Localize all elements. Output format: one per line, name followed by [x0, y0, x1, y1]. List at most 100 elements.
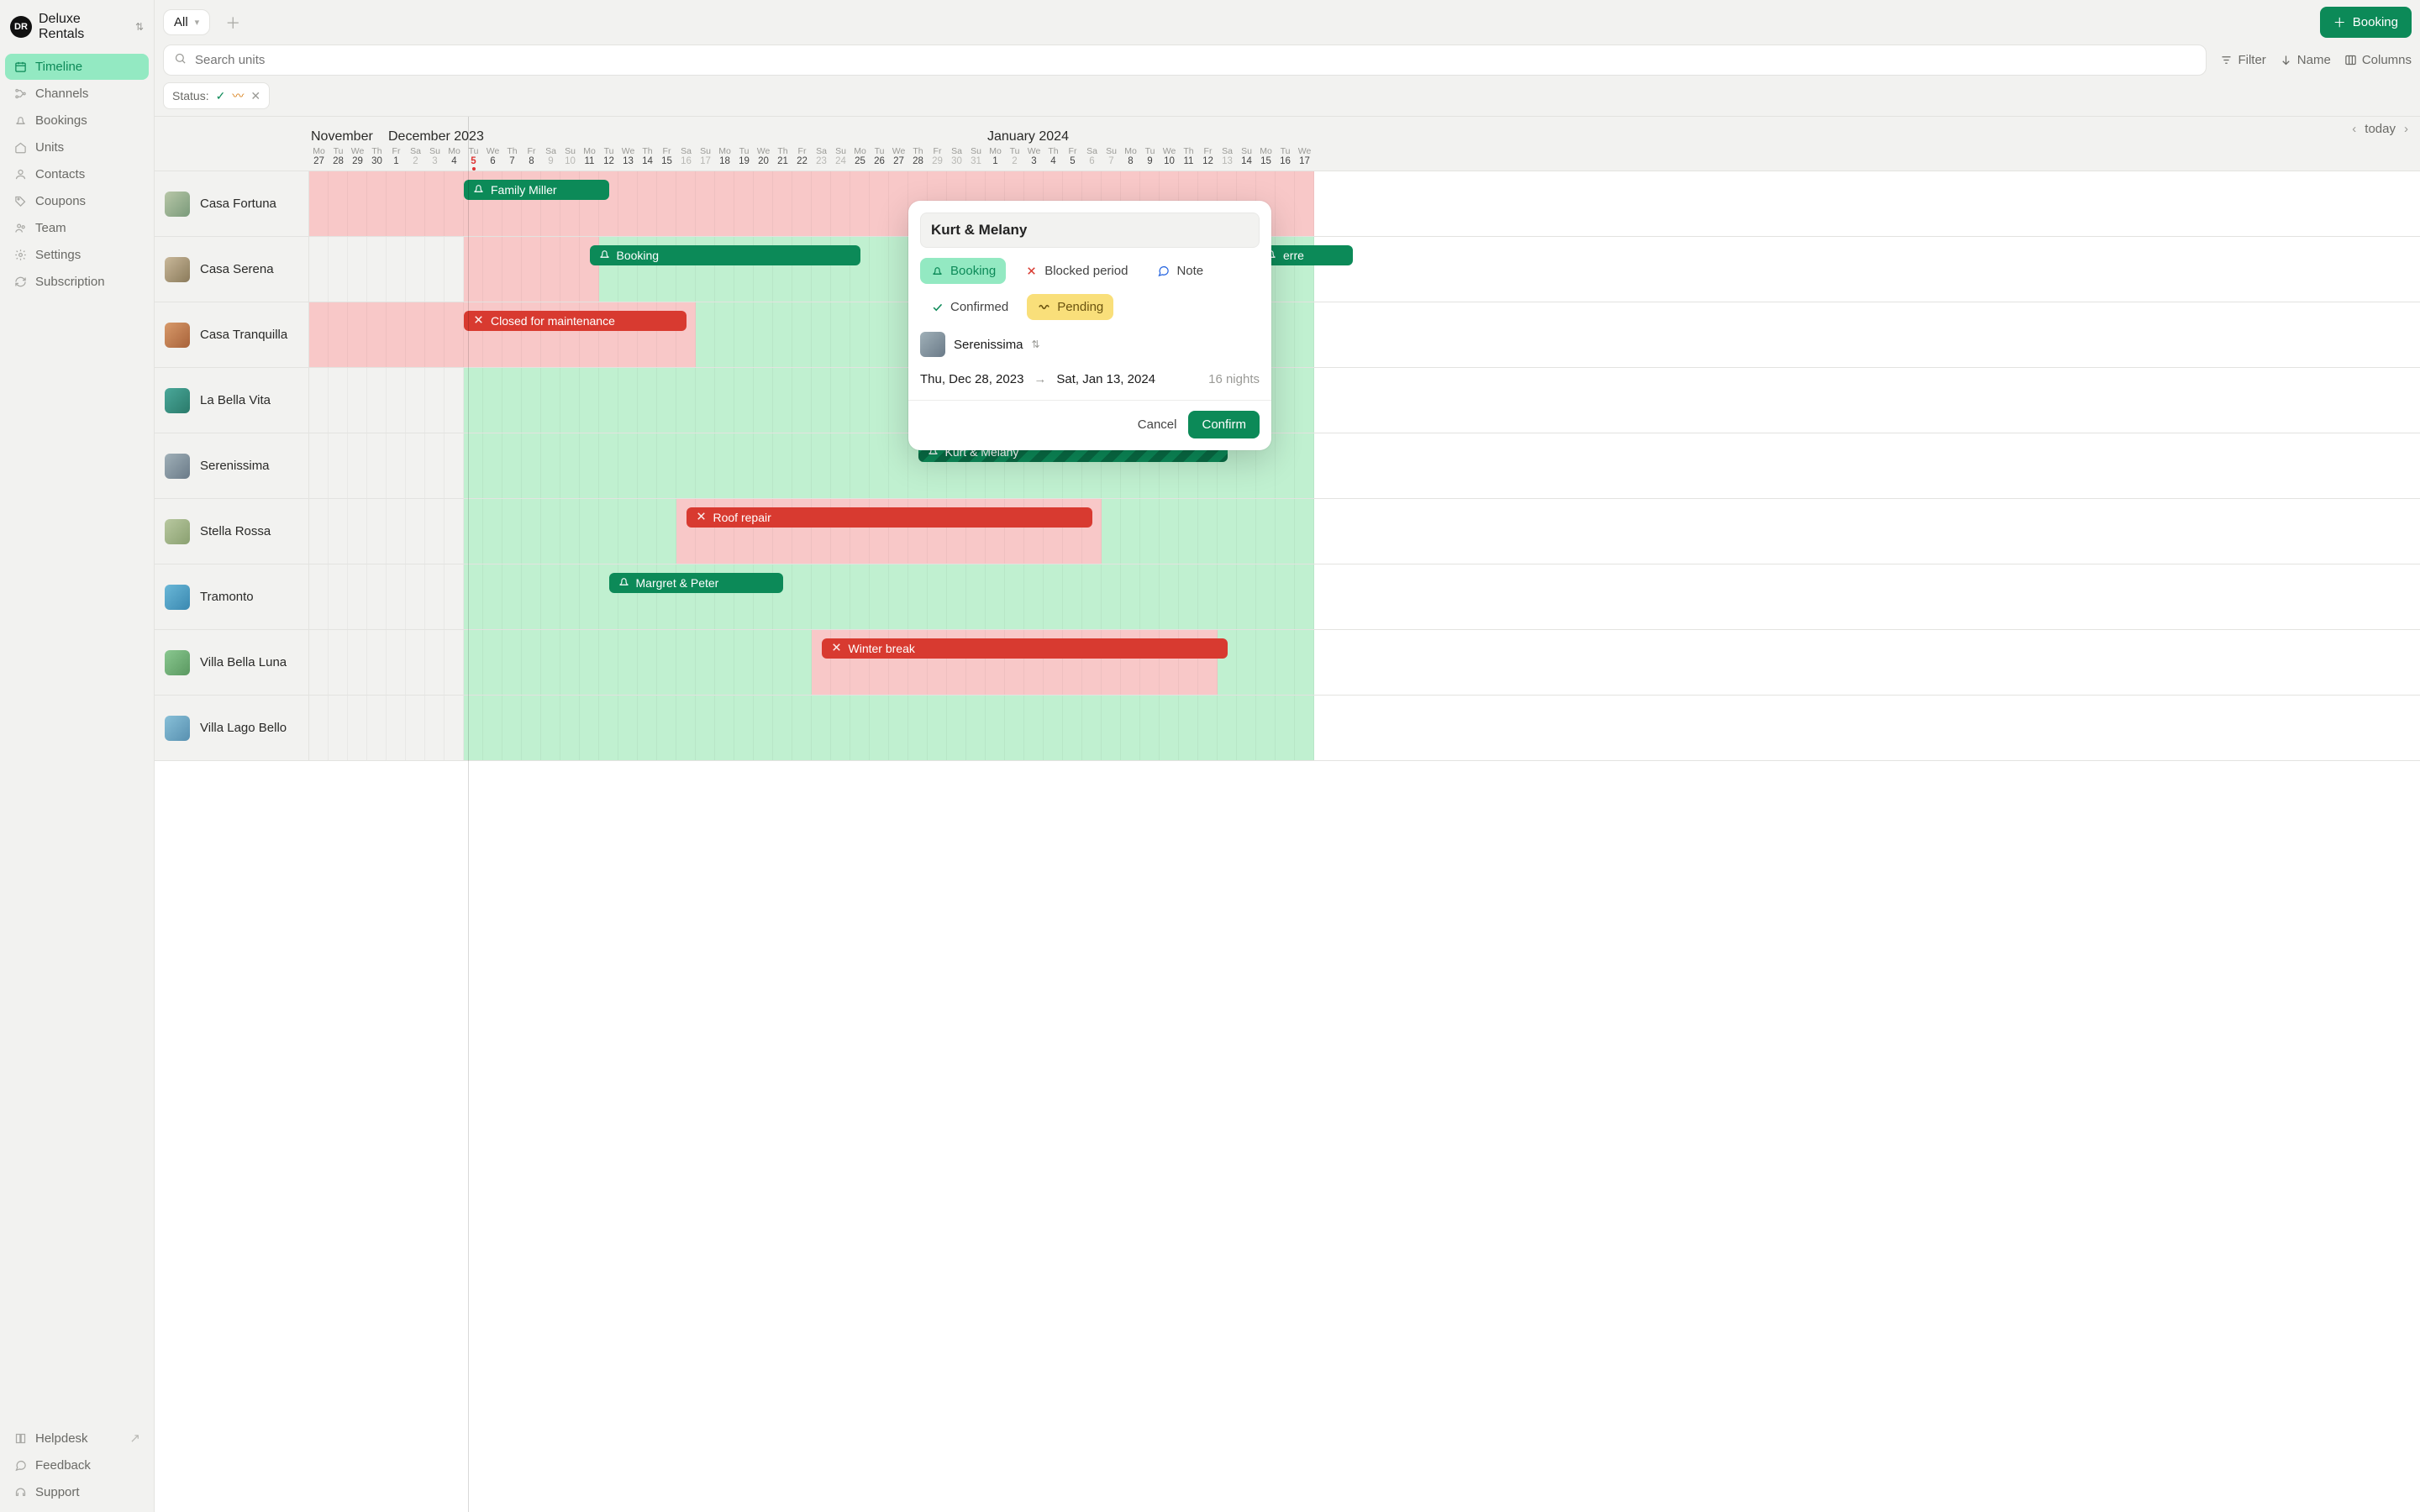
day-column[interactable]: Fr22: [792, 146, 812, 171]
search-input[interactable]: [195, 53, 2196, 67]
day-column[interactable]: Su31: [966, 146, 986, 171]
day-column[interactable]: Mo11: [580, 146, 599, 171]
day-column[interactable]: Tu12: [599, 146, 618, 171]
day-column[interactable]: Sa16: [676, 146, 696, 171]
booking-bar[interactable]: Margret & Peter: [609, 573, 783, 593]
day-column[interactable]: Tu9: [1140, 146, 1160, 171]
day-column[interactable]: Sa6: [1082, 146, 1102, 171]
booking-title-input[interactable]: [920, 213, 1260, 248]
sidebar-item-contacts[interactable]: Contacts: [5, 161, 149, 187]
day-column[interactable]: Th14: [638, 146, 657, 171]
option-pending[interactable]: Pending: [1027, 294, 1113, 320]
unit-cell[interactable]: Villa Lago Bello: [155, 696, 309, 760]
day-column[interactable]: Sa23: [812, 146, 831, 171]
today-button[interactable]: today: [2365, 122, 2396, 136]
sidebar-item-coupons[interactable]: Coupons: [5, 188, 149, 214]
day-column[interactable]: Sa30: [947, 146, 966, 171]
status-filter-chip[interactable]: Status: ✓ 〰 ✕: [163, 82, 270, 109]
blocked-bar[interactable]: Roof repair: [687, 507, 1092, 528]
option-blocked-period[interactable]: Blocked period: [1014, 258, 1138, 284]
day-column[interactable]: Sa13: [1218, 146, 1237, 171]
day-column[interactable]: Tu2: [1005, 146, 1024, 171]
timeline-lane[interactable]: [309, 368, 2420, 433]
day-column[interactable]: Fr8: [522, 146, 541, 171]
day-column[interactable]: Fr5: [1063, 146, 1082, 171]
day-column[interactable]: Su7: [1102, 146, 1121, 171]
day-column[interactable]: Mo18: [715, 146, 734, 171]
blocked-bar[interactable]: Winter break: [822, 638, 1228, 659]
option-booking[interactable]: Booking: [920, 258, 1006, 284]
day-column[interactable]: Su24: [831, 146, 850, 171]
next-period-button[interactable]: ›: [2404, 122, 2408, 136]
confirm-button[interactable]: Confirm: [1188, 411, 1260, 438]
day-column[interactable]: Th28: [908, 146, 928, 171]
booking-date-from[interactable]: Thu, Dec 28, 2023: [920, 372, 1023, 386]
timeline-lane[interactable]: Kurt & Melany: [309, 433, 2420, 498]
day-column[interactable]: Tu5: [464, 146, 483, 171]
timeline-lane[interactable]: Winter break: [309, 630, 2420, 695]
sidebar-item-subscription[interactable]: Subscription: [5, 269, 149, 295]
day-column[interactable]: Th21: [773, 146, 792, 171]
sidebar-item-units[interactable]: Units: [5, 134, 149, 160]
new-booking-button[interactable]: ＋ Booking: [2320, 7, 2412, 38]
option-note[interactable]: Note: [1146, 258, 1213, 284]
sidebar-item-support[interactable]: Support: [5, 1479, 149, 1505]
booking-date-to[interactable]: Sat, Jan 13, 2024: [1056, 372, 1155, 386]
timeline-lane[interactable]: Family Miller: [309, 171, 2420, 236]
day-column[interactable]: Fr29: [928, 146, 947, 171]
day-column[interactable]: Fr15: [657, 146, 676, 171]
day-column[interactable]: Th4: [1044, 146, 1063, 171]
day-column[interactable]: We3: [1024, 146, 1044, 171]
add-view-button[interactable]: ＋: [218, 8, 247, 37]
day-column[interactable]: Fr12: [1198, 146, 1218, 171]
day-column[interactable]: We27: [889, 146, 908, 171]
day-column[interactable]: We6: [483, 146, 502, 171]
timeline-lane[interactable]: Roof repair: [309, 499, 2420, 564]
day-column[interactable]: Su17: [696, 146, 715, 171]
day-column[interactable]: Sa2: [406, 146, 425, 171]
day-column[interactable]: We20: [754, 146, 773, 171]
day-column[interactable]: Mo27: [309, 146, 329, 171]
sidebar-item-helpdesk[interactable]: Helpdesk↗: [5, 1425, 149, 1452]
prev-period-button[interactable]: ‹: [2352, 122, 2356, 136]
blocked-bar[interactable]: Closed for maintenance: [464, 311, 687, 331]
day-column[interactable]: We29: [348, 146, 367, 171]
day-column[interactable]: Mo15: [1256, 146, 1276, 171]
timeline-lane[interactable]: Bookingerre: [309, 237, 2420, 302]
sidebar-item-bookings[interactable]: Bookings: [5, 108, 149, 134]
close-icon[interactable]: ✕: [250, 89, 260, 103]
sidebar-item-timeline[interactable]: Timeline: [5, 54, 149, 80]
unit-cell[interactable]: Serenissima: [155, 433, 309, 498]
sort-name-button[interactable]: Name: [2280, 53, 2331, 67]
sidebar-item-feedback[interactable]: Feedback: [5, 1452, 149, 1478]
sidebar-item-channels[interactable]: Channels: [5, 81, 149, 107]
unit-cell[interactable]: Casa Serena: [155, 237, 309, 302]
day-column[interactable]: Th11: [1179, 146, 1198, 171]
booking-bar[interactable]: Family Miller: [464, 180, 609, 200]
unit-cell[interactable]: La Bella Vita: [155, 368, 309, 433]
timeline-lane[interactable]: Margret & Peter: [309, 564, 2420, 629]
columns-button[interactable]: Columns: [2344, 53, 2412, 67]
brand-switcher[interactable]: DR Deluxe Rentals ⇅: [5, 7, 149, 54]
day-column[interactable]: Th30: [367, 146, 387, 171]
day-column[interactable]: Tu19: [734, 146, 754, 171]
unit-cell[interactable]: Stella Rossa: [155, 499, 309, 564]
option-confirmed[interactable]: Confirmed: [920, 294, 1018, 320]
sidebar-item-settings[interactable]: Settings: [5, 242, 149, 268]
booking-bar[interactable]: Booking: [590, 245, 860, 265]
day-column[interactable]: Su10: [560, 146, 580, 171]
cancel-button[interactable]: Cancel: [1138, 417, 1177, 432]
day-column[interactable]: Sa9: [541, 146, 560, 171]
day-column[interactable]: Mo25: [850, 146, 870, 171]
day-column[interactable]: We10: [1160, 146, 1179, 171]
day-column[interactable]: We13: [618, 146, 638, 171]
booking-unit-selector[interactable]: Serenissima ⇅: [920, 332, 1260, 357]
day-column[interactable]: Tu28: [329, 146, 348, 171]
filter-button[interactable]: Filter: [2220, 53, 2265, 67]
day-column[interactable]: Tu26: [870, 146, 889, 171]
unit-cell[interactable]: Casa Fortuna: [155, 171, 309, 236]
day-column[interactable]: Su3: [425, 146, 445, 171]
unit-cell[interactable]: Tramonto: [155, 564, 309, 629]
search-input-wrap[interactable]: [163, 45, 2207, 76]
timeline-lane[interactable]: [309, 696, 2420, 760]
